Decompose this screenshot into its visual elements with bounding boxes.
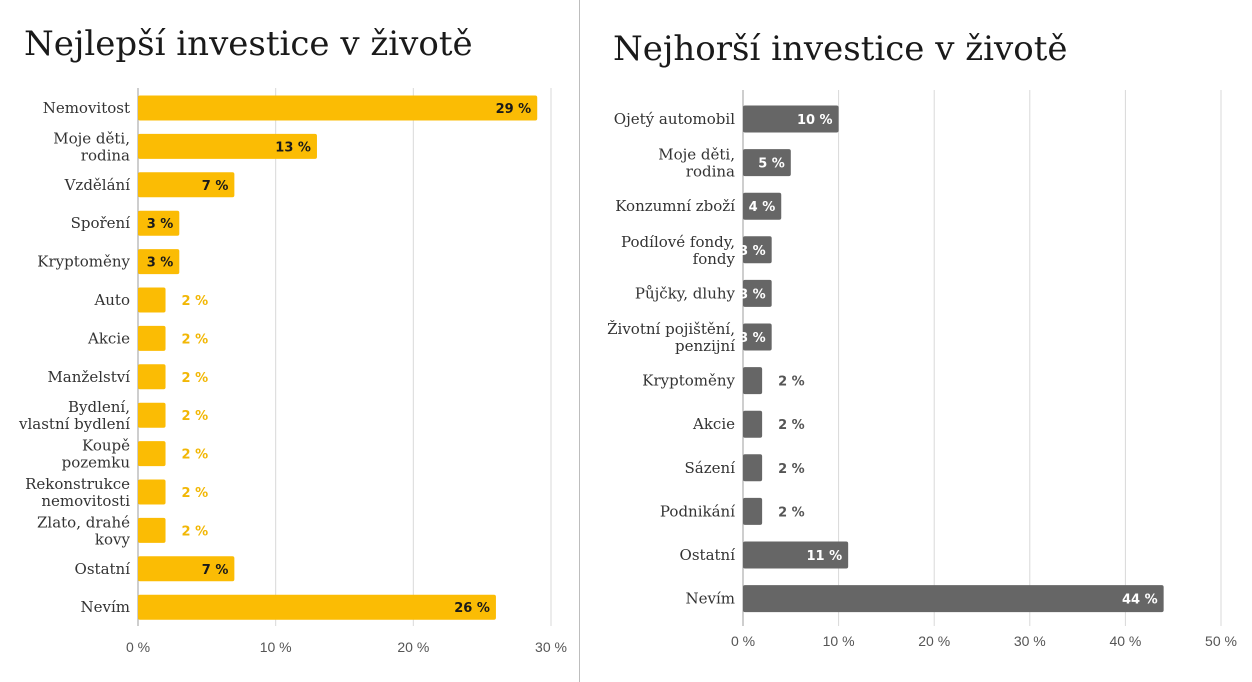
data-label: 2 % (182, 524, 209, 539)
x-tick-label: 10 % (823, 633, 855, 649)
category-label: Ojetý automobil (614, 110, 735, 128)
data-label: 2 % (182, 486, 209, 501)
category-label: Kryptoměny (37, 253, 130, 271)
category-label: Manželství (47, 368, 130, 386)
category-label: Bydlení, vlastní bydlení (18, 398, 130, 433)
data-label: 44 % (1122, 593, 1158, 608)
data-label: 29 % (496, 102, 532, 117)
data-label: 4 % (749, 200, 776, 215)
panel-divider (579, 0, 580, 682)
x-tick-label: 30 % (535, 639, 567, 655)
x-tick-label: 20 % (918, 633, 950, 649)
data-label: 3 % (739, 331, 766, 346)
x-tick-label: 20 % (397, 639, 429, 655)
data-label: 5 % (758, 157, 785, 172)
data-label: 2 % (182, 409, 209, 424)
x-tick-label: 10 % (260, 639, 292, 655)
category-label: Podnikání (660, 502, 735, 520)
data-label: 13 % (275, 140, 311, 155)
category-label: Vzdělání (64, 176, 131, 194)
chart-title: Nejlepší investice v životě (24, 24, 473, 64)
category-label: Ostatní (680, 546, 736, 564)
category-label: Akcie (692, 415, 735, 433)
category-label: Nevím (81, 598, 131, 616)
bar (743, 454, 763, 482)
category-label: Spoření (71, 214, 131, 232)
x-tick-label: 50 % (1205, 633, 1237, 649)
x-tick-label: 0 % (126, 639, 150, 655)
data-label: 10 % (797, 113, 833, 128)
data-label: 7 % (202, 563, 229, 578)
data-label: 2 % (182, 332, 209, 347)
bar (138, 364, 166, 390)
bar (743, 279, 772, 307)
bar (138, 325, 166, 351)
data-label: 2 % (778, 418, 805, 433)
data-label: 2 % (778, 375, 805, 390)
category-label: Životní pojištění, penzijní (607, 320, 735, 355)
category-label: Konzumní zboží (615, 197, 735, 215)
bar (743, 410, 763, 438)
x-tick-label: 30 % (1014, 633, 1046, 649)
data-label: 3 % (147, 217, 174, 232)
bar (743, 585, 1164, 613)
data-label: 2 % (182, 294, 209, 309)
bar (743, 497, 763, 525)
category-label: Podílové fondy, fondy (621, 233, 735, 268)
category-label: Rekonstrukce nemovitosti (25, 475, 130, 510)
bar (743, 192, 782, 220)
bar (138, 172, 235, 198)
bar (743, 105, 839, 133)
category-label: Ostatní (75, 560, 131, 578)
bar (138, 441, 166, 467)
bar (138, 95, 538, 121)
data-label: 2 % (778, 505, 805, 520)
bar (138, 479, 166, 505)
category-label: Moje děti, rodina (53, 129, 130, 164)
category-label: Nevím (686, 590, 736, 608)
bar (138, 402, 166, 428)
data-label: 3 % (739, 287, 766, 302)
data-label: 2 % (778, 462, 805, 477)
data-label: 2 % (182, 371, 209, 386)
x-tick-label: 40 % (1109, 633, 1141, 649)
bar (138, 133, 317, 159)
x-tick-label: 0 % (731, 633, 755, 649)
category-label: Zlato, drahé kovy (37, 513, 131, 548)
bar (743, 541, 849, 569)
chart-title: Nejhorší investice v životě (613, 29, 1067, 69)
data-label: 3 % (739, 244, 766, 259)
bar (743, 149, 791, 177)
category-label: Koupě pozemku (62, 437, 131, 472)
category-label: Půjčky, dluhy (635, 284, 736, 302)
bar (138, 249, 180, 275)
category-label: Akcie (87, 329, 130, 347)
chart-worst-investments: Nejhorší investice v životě 0 % 10 % 20 % 30… (607, 29, 1237, 649)
category-label: Kryptoměny (642, 372, 735, 390)
bar (743, 236, 772, 264)
category-label: Sázení (685, 459, 736, 477)
bar (138, 594, 496, 620)
data-label: 11 % (807, 549, 843, 564)
bar (138, 287, 166, 313)
bar (743, 323, 772, 351)
category-label: Moje děti, rodina (658, 146, 735, 181)
category-label: Auto (93, 291, 130, 309)
bar (138, 210, 180, 236)
data-label: 7 % (202, 179, 229, 194)
chart-best-investments: Nejlepší investice v životě 0 % 10 % 20 % 30… (18, 24, 567, 655)
bar (743, 367, 763, 395)
data-label: 26 % (454, 601, 490, 616)
bar (138, 556, 235, 582)
category-label: Nemovitost (43, 99, 130, 117)
bar (138, 517, 166, 543)
data-label: 2 % (182, 448, 209, 463)
data-label: 3 % (147, 256, 174, 271)
